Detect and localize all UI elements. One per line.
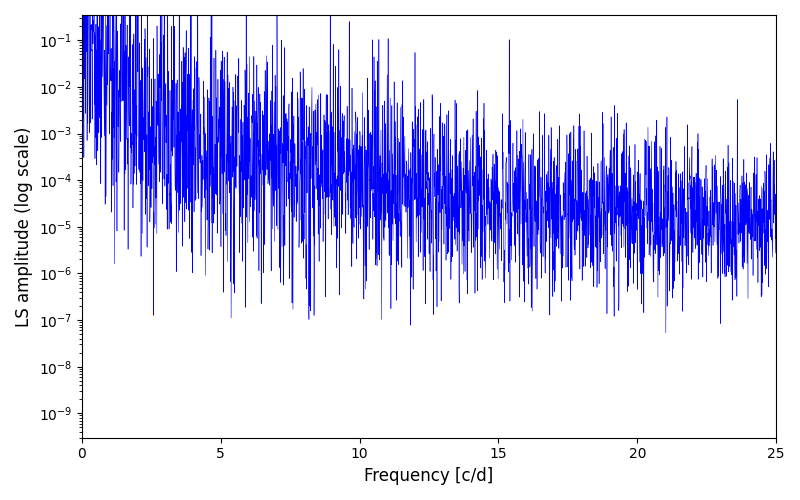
Y-axis label: LS amplitude (log scale): LS amplitude (log scale) (15, 126, 33, 326)
X-axis label: Frequency [c/d]: Frequency [c/d] (364, 467, 494, 485)
